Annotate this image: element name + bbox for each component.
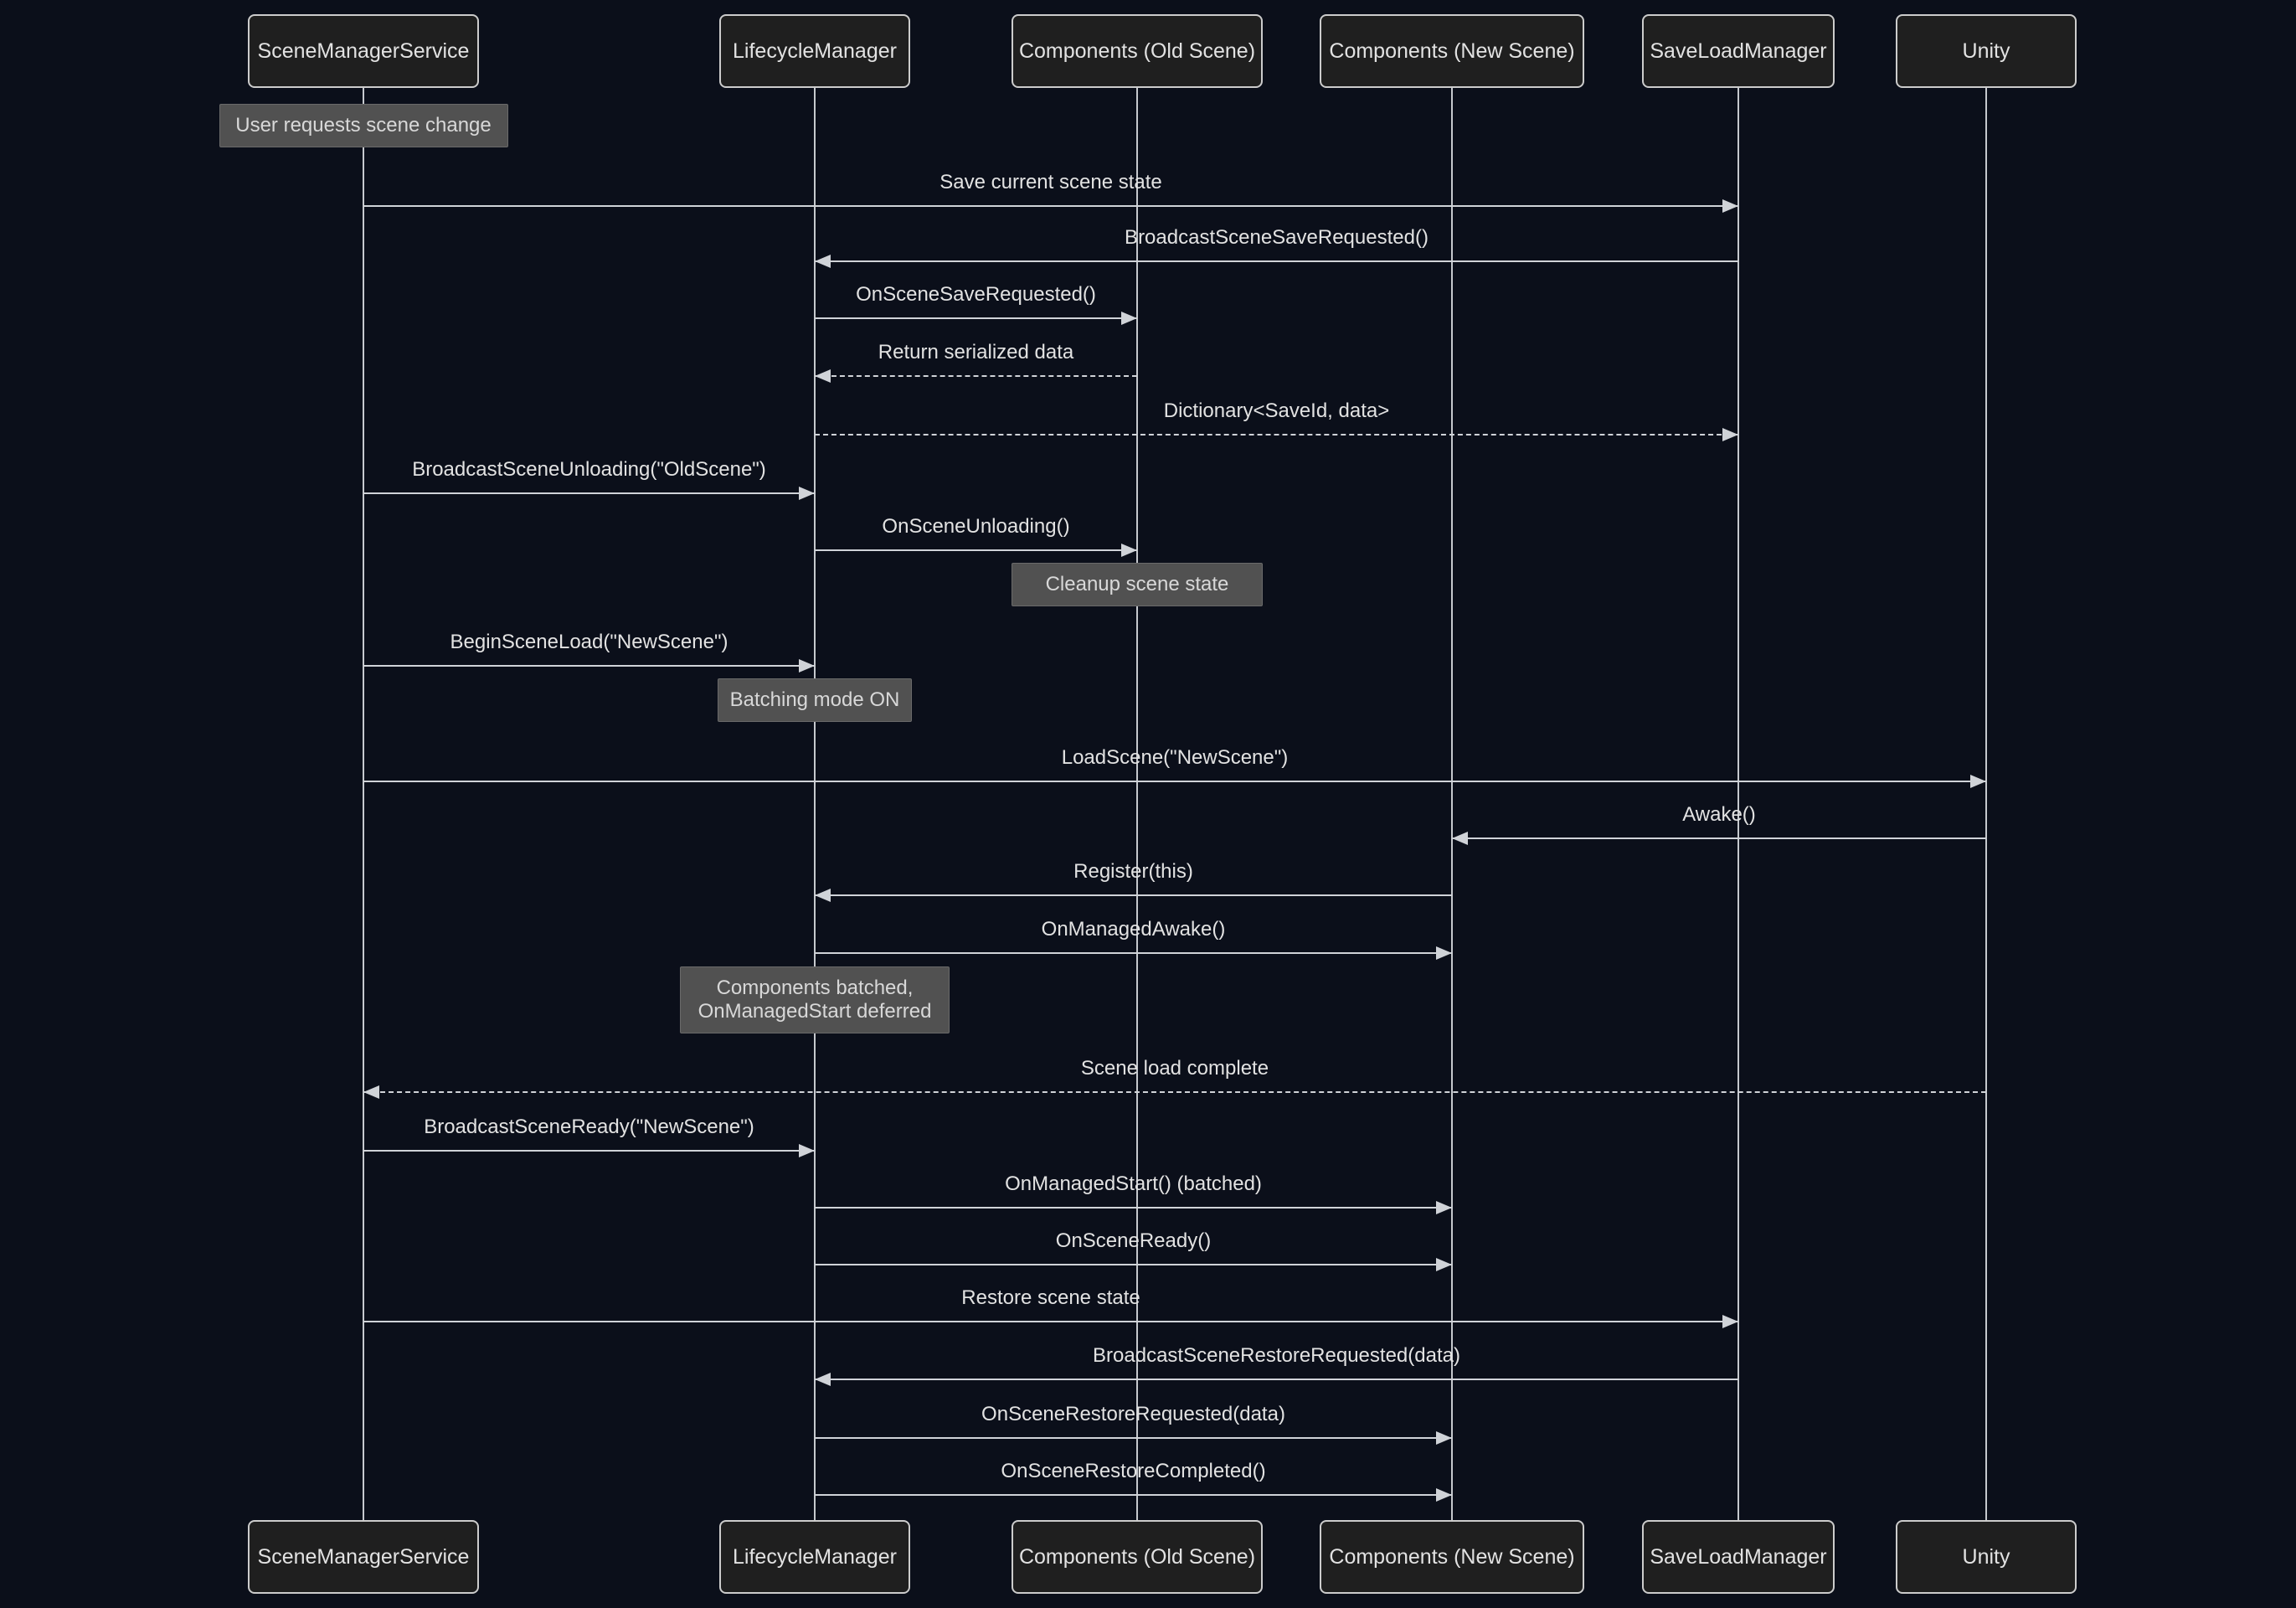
actor-box-lifecycle-manager-bottom: LifecycleManager [719, 1520, 910, 1594]
message-label: LoadScene("NewScene") [1061, 746, 1289, 769]
message-line [815, 1437, 1452, 1439]
message-label: BroadcastSceneSaveRequested() [1125, 226, 1429, 249]
actor-label: Unity [1962, 39, 2010, 63]
actor-box-scene-manager-service-top: SceneManagerService [248, 14, 479, 88]
arrowhead [799, 659, 815, 673]
arrowhead [1436, 1488, 1452, 1502]
message-label: OnSceneRestoreRequested(data) [981, 1403, 1285, 1425]
note: Cleanup scene state [1012, 563, 1263, 606]
actor-box-lifecycle-manager-top: LifecycleManager [719, 14, 910, 88]
arrowhead [363, 1085, 379, 1099]
actor-box-components-old-scene-top: Components (Old Scene) [1012, 14, 1263, 88]
actor-box-unity-bottom: Unity [1896, 1520, 2077, 1594]
actor-box-components-old-scene-bottom: Components (Old Scene) [1012, 1520, 1263, 1594]
arrowhead [1452, 832, 1468, 845]
note: Components batched, OnManagedStart defer… [680, 966, 950, 1033]
actor-label: LifecycleManager [733, 39, 897, 63]
arrowhead [815, 1373, 831, 1386]
message-line [363, 1321, 1738, 1322]
actor-label: Unity [1962, 1544, 2010, 1569]
message-line [815, 549, 1137, 551]
arrowhead [1722, 428, 1738, 441]
arrowhead [1722, 1315, 1738, 1328]
note: Batching mode ON [718, 678, 912, 722]
actor-label: SceneManagerService [257, 1544, 470, 1569]
message-line [363, 1150, 815, 1152]
message-label: Save current scene state [940, 171, 1162, 193]
message-line [815, 375, 1137, 377]
message-line [363, 781, 1986, 782]
message-line [815, 1264, 1452, 1265]
actor-box-components-new-scene-top: Components (New Scene) [1320, 14, 1584, 88]
message-label: OnSceneRestoreCompleted() [1001, 1460, 1266, 1482]
message-label: BroadcastSceneUnloading("OldScene") [412, 458, 766, 481]
actor-label: Components (New Scene) [1329, 39, 1575, 63]
arrowhead [1436, 1431, 1452, 1445]
note: User requests scene change [219, 104, 508, 147]
actor-label: SaveLoadManager [1650, 39, 1827, 63]
actor-label: LifecycleManager [733, 1544, 897, 1569]
message-label: OnSceneUnloading() [882, 515, 1070, 538]
message-label: OnSceneReady() [1055, 1229, 1212, 1252]
actor-box-scene-manager-service-bottom: SceneManagerService [248, 1520, 479, 1594]
arrowhead [799, 1144, 815, 1157]
message-line [363, 492, 815, 494]
message-line [1452, 838, 1986, 839]
actor-label: Components (Old Scene) [1018, 39, 1256, 63]
message-label: Dictionary<SaveId, data> [1163, 399, 1390, 422]
actor-label: SaveLoadManager [1650, 1544, 1827, 1569]
arrowhead [1436, 946, 1452, 960]
message-line [815, 1494, 1452, 1496]
arrowhead [1436, 1201, 1452, 1214]
arrowhead [799, 487, 815, 500]
arrowhead [1121, 312, 1137, 325]
message-label: BeginSceneLoad("NewScene") [450, 631, 728, 653]
message-label: Register(this) [1073, 860, 1193, 883]
message-label: OnSceneSaveRequested() [856, 283, 1096, 306]
arrowhead [1970, 775, 1986, 788]
message-line [815, 1207, 1452, 1209]
message-line [815, 317, 1137, 319]
message-label: Restore scene state [961, 1286, 1140, 1309]
message-line [363, 1091, 1986, 1093]
lifeline-save-load-manager [1737, 88, 1739, 1520]
arrowhead [815, 369, 831, 383]
message-label: OnManagedStart() (batched) [1005, 1172, 1262, 1195]
arrowhead [1722, 199, 1738, 213]
message-line [815, 434, 1738, 436]
actor-label: SceneManagerService [257, 39, 470, 63]
actor-box-unity-top: Unity [1896, 14, 2077, 88]
message-line [363, 205, 1738, 207]
message-line [815, 894, 1452, 896]
arrowhead [815, 889, 831, 902]
message-label: BroadcastSceneReady("NewScene") [424, 1116, 754, 1138]
lifeline-lifecycle-manager [814, 88, 816, 1520]
message-line [815, 260, 1738, 262]
lifeline-components-old-scene [1136, 88, 1138, 1520]
lifeline-components-new-scene [1451, 88, 1453, 1520]
actor-box-save-load-manager-top: SaveLoadManager [1642, 14, 1835, 88]
message-label: BroadcastSceneRestoreRequested(data) [1093, 1344, 1460, 1367]
message-line [815, 952, 1452, 954]
lifeline-unity [1985, 88, 1987, 1520]
message-label: OnManagedAwake() [1041, 918, 1226, 941]
actor-box-save-load-manager-bottom: SaveLoadManager [1642, 1520, 1835, 1594]
message-line [363, 665, 815, 667]
actor-box-components-new-scene-bottom: Components (New Scene) [1320, 1520, 1584, 1594]
message-line [815, 1379, 1738, 1380]
actor-label: Components (Old Scene) [1018, 1544, 1256, 1569]
actor-label: Components (New Scene) [1329, 1544, 1575, 1569]
arrowhead [1121, 544, 1137, 557]
message-label: Awake() [1682, 803, 1756, 826]
message-label: Scene load complete [1080, 1057, 1269, 1080]
arrowhead [1436, 1258, 1452, 1271]
lifeline-scene-manager-service [363, 88, 364, 1520]
message-label: Return serialized data [878, 341, 1074, 363]
arrowhead [815, 255, 831, 268]
